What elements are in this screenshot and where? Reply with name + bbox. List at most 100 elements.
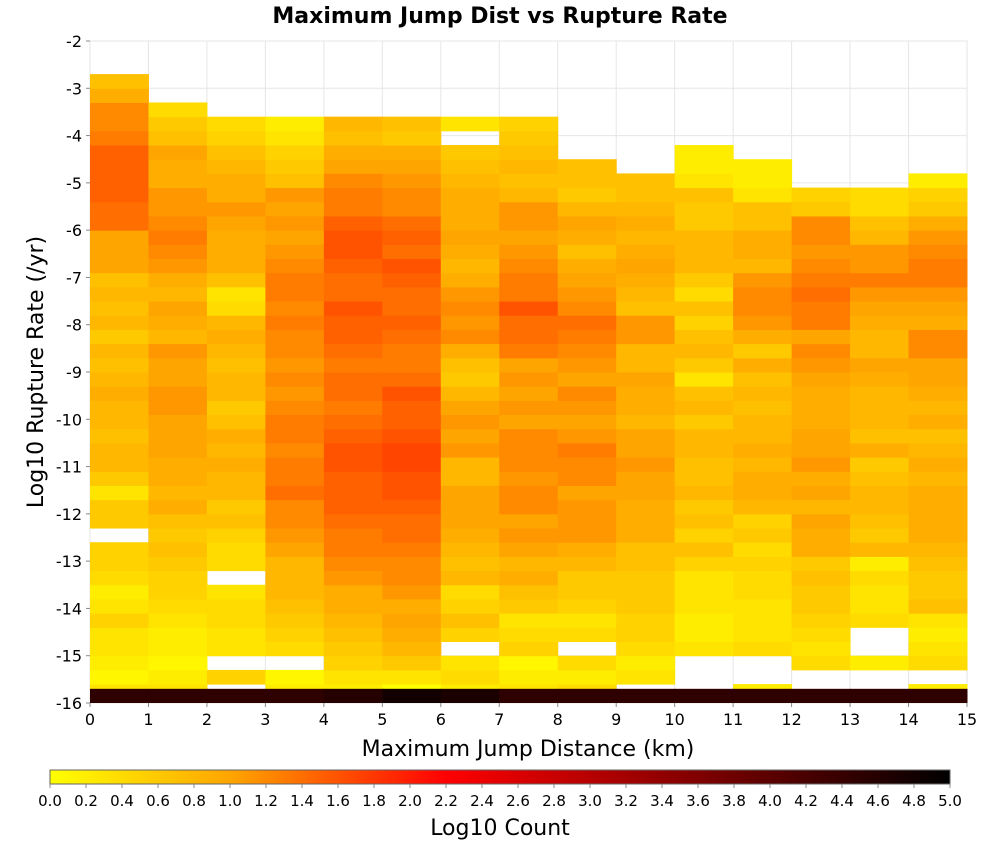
colorbar-tick-label: 3.0	[578, 792, 602, 810]
heatmap-cell	[674, 329, 734, 345]
heatmap-cell	[674, 159, 734, 174]
y-tick-label: -5	[66, 174, 82, 193]
heatmap-cell	[791, 556, 851, 572]
heatmap-cell	[674, 357, 734, 373]
heatmap-cell	[323, 669, 383, 685]
heatmap-cell	[206, 272, 266, 288]
heatmap-cell	[148, 372, 208, 387]
heatmap-cell	[499, 343, 559, 359]
heatmap-cell	[323, 570, 383, 586]
heatmap-cell	[908, 173, 968, 189]
heatmap-cell	[148, 357, 208, 373]
heatmap-cell	[440, 428, 500, 444]
heatmap-cell	[908, 641, 968, 657]
heatmap-cell	[265, 187, 325, 203]
heatmap-cell	[323, 173, 383, 189]
colorbar-tick-label: 4.0	[758, 792, 782, 810]
heatmap-cell	[265, 613, 325, 628]
heatmap-cell	[674, 542, 734, 557]
heatmap-cell	[499, 471, 559, 486]
heatmap-cell	[791, 485, 851, 501]
heatmap-cell	[674, 513, 734, 529]
heatmap-cell	[440, 627, 500, 643]
heatmap-cell	[850, 556, 910, 572]
heatmap-cell	[674, 457, 734, 472]
y-axis-title: Log10 Rupture Rate (/yr)	[24, 236, 49, 508]
heatmap-cell	[265, 372, 325, 387]
heatmap-cell	[791, 570, 851, 586]
heatmap-cell	[440, 528, 500, 543]
heatmap-cell	[440, 584, 500, 600]
colorbar-tick-label: 4.4	[830, 792, 854, 810]
heatmap-cell	[616, 244, 676, 260]
heatmap-cell	[323, 627, 383, 643]
heatmap-cell	[382, 145, 442, 160]
heatmap-cell	[90, 570, 149, 586]
heatmap-cell	[90, 655, 149, 671]
heatmap-cell	[148, 201, 208, 217]
heatmap-cell	[148, 528, 208, 543]
x-tick-label: 9	[611, 710, 621, 729]
heatmap-cell	[674, 343, 734, 359]
heatmap-cell	[499, 570, 559, 586]
heatmap-cell	[733, 471, 793, 486]
heatmap-cell	[206, 428, 266, 444]
heatmap-cell	[733, 400, 793, 416]
colorbar-ticks: 0.0 0.2 0.4 0.6 0.8 1.0 1.2 1.4 1.6 1.8 2.0 2.2 2.4 2…	[38, 784, 962, 810]
heatmap-cell	[323, 130, 383, 146]
heatmap-cell	[90, 513, 149, 529]
heatmap-cell	[616, 641, 676, 657]
heatmap-cell	[557, 570, 617, 586]
heatmap-cell	[791, 244, 851, 260]
heatmap-cell	[850, 584, 910, 600]
heatmap-cell	[90, 428, 149, 444]
heatmap-cell	[440, 457, 500, 472]
heatmap-cell	[206, 442, 266, 458]
heatmap-cell	[265, 414, 325, 430]
heatmap-cell	[850, 528, 910, 543]
heatmap-cell	[557, 627, 617, 643]
heatmap-cell	[265, 428, 325, 444]
heatmap-cell	[382, 428, 442, 444]
heatmap-cell	[616, 386, 676, 401]
heatmap-cell	[791, 627, 851, 643]
heatmap-cell	[557, 457, 617, 472]
heatmap-cell	[850, 499, 910, 515]
heatmap-cell	[791, 215, 851, 231]
heatmap-cell	[733, 357, 793, 373]
heatmap-cell	[733, 315, 793, 330]
heatmap-cell	[382, 258, 442, 274]
heatmap-cell	[265, 669, 325, 685]
heatmap-cell	[791, 315, 851, 330]
heatmap-cell	[850, 688, 910, 703]
heatmap-cell	[206, 201, 266, 217]
heatmap-cell	[733, 688, 793, 703]
heatmap-cell	[616, 499, 676, 515]
heatmap-cell	[265, 570, 325, 586]
heatmap-cell	[499, 301, 559, 316]
heatmap-cell	[265, 442, 325, 458]
y-tick-label: -7	[66, 268, 82, 287]
heatmap-cell	[499, 442, 559, 458]
heatmap-cell	[323, 428, 383, 444]
heatmap-cell	[382, 513, 442, 529]
heatmap-cell	[323, 230, 383, 245]
heatmap-cell	[206, 528, 266, 543]
heatmap-cell	[908, 471, 968, 486]
heatmap-cell	[440, 442, 500, 458]
heatmap-cell	[206, 187, 266, 203]
heatmap-cell	[206, 343, 266, 359]
x-tick-label: 2	[202, 710, 212, 729]
heatmap-cell	[616, 457, 676, 472]
heatmap-cell	[908, 329, 968, 345]
heatmap-cell	[382, 471, 442, 486]
heatmap-cell	[206, 159, 266, 174]
heatmap-cell	[850, 272, 910, 288]
x-axis-title: Maximum Jump Distance (km)	[362, 737, 695, 762]
heatmap-cell	[206, 230, 266, 245]
colorbar-tick-label: 1.6	[326, 792, 350, 810]
heatmap-cell	[382, 613, 442, 628]
heatmap-cell	[908, 301, 968, 316]
heatmap-cell	[148, 130, 208, 146]
y-tick-label: -4	[66, 127, 82, 146]
